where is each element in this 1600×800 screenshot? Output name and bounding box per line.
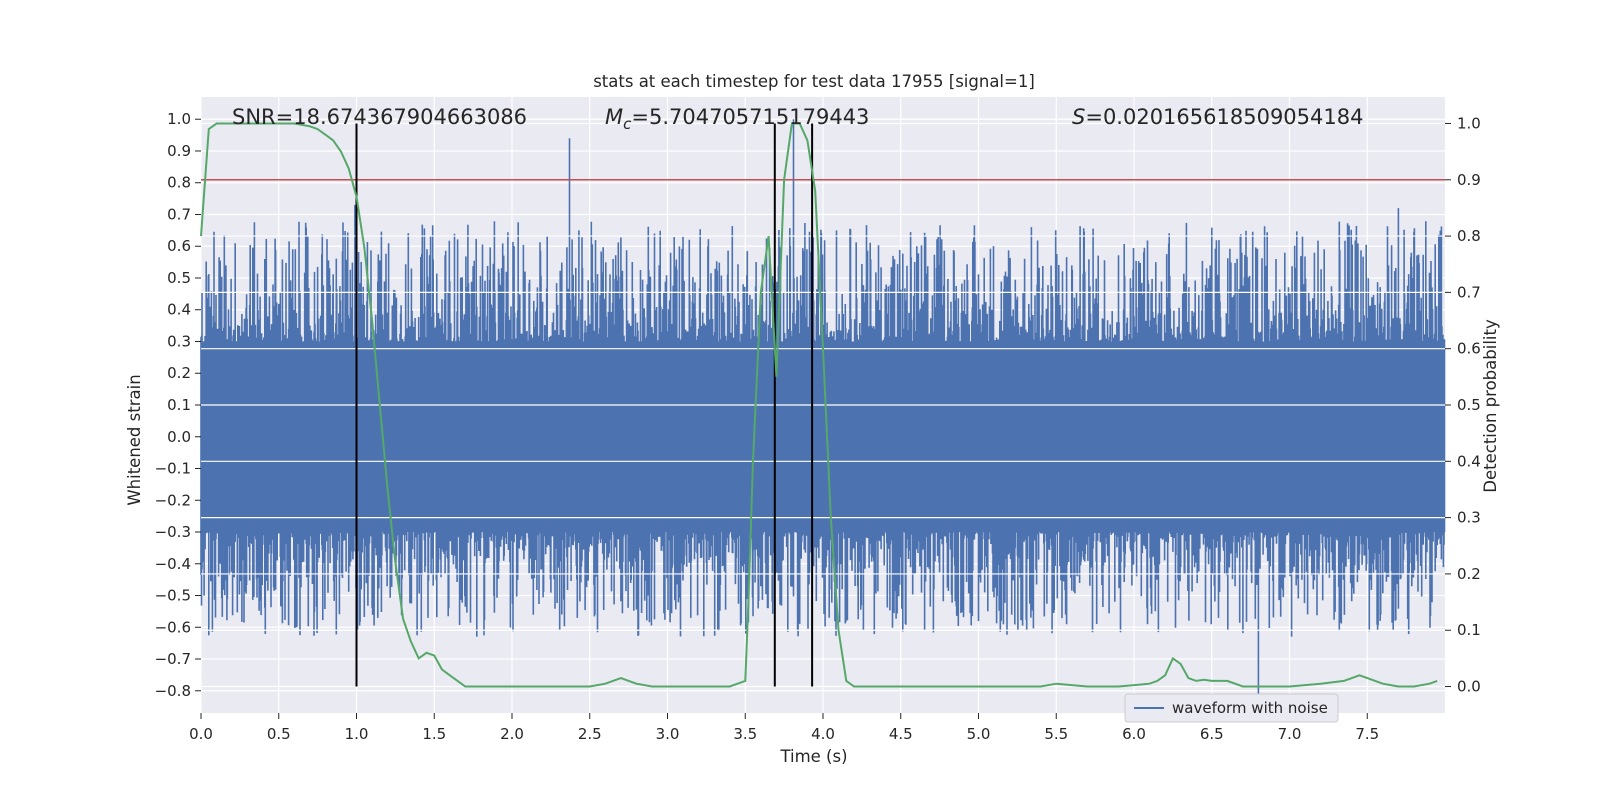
y-left-tick-label: −0.6 bbox=[155, 618, 191, 636]
y-right-tick-label: 0.2 bbox=[1457, 565, 1481, 583]
chirp-mass-annotation: Mc=5.704705715179443 bbox=[605, 105, 869, 133]
y-left-tick-label: 0.3 bbox=[167, 332, 191, 350]
y-left-tick-label: −0.3 bbox=[155, 523, 191, 541]
s-annotation: S=0.020165618509054184 bbox=[1072, 105, 1363, 129]
waveform-noise-band bbox=[201, 351, 1445, 523]
y-left-tick-label: −0.7 bbox=[155, 650, 191, 668]
x-tick-label: 6.5 bbox=[1200, 725, 1224, 743]
x-tick-label: 4.5 bbox=[889, 725, 913, 743]
y-right-tick-label: 0.1 bbox=[1457, 621, 1481, 639]
y-right-tick-label: 0.3 bbox=[1457, 509, 1481, 527]
y-left-tick-label: −0.1 bbox=[155, 460, 191, 478]
y-left-axis-label: Whitened strain bbox=[125, 374, 144, 505]
y-right-tick-label: 0.9 bbox=[1457, 171, 1481, 189]
y-right-tick-label: 0.8 bbox=[1457, 227, 1481, 245]
x-tick-label: 5.5 bbox=[1044, 725, 1068, 743]
y-left-tick-label: 0.4 bbox=[167, 301, 191, 319]
y-right-tick-label: 0.0 bbox=[1457, 678, 1481, 696]
y-left-tick-label: 0.8 bbox=[167, 174, 191, 192]
snr-annotation: SNR=18.674367904663086 bbox=[232, 105, 527, 129]
x-tick-label: 0.5 bbox=[267, 725, 291, 743]
y-left-tick-label: 0.0 bbox=[167, 428, 191, 446]
x-axis-ticks: 0.0 0.5 1.0 1.5 2.0 2.5 3.0 3.5 4.0 4.5 5.0 5.5 6.0 6… bbox=[189, 713, 1379, 743]
y-left-tick-label: −0.8 bbox=[155, 682, 191, 700]
x-tick-label: 1.0 bbox=[345, 725, 369, 743]
y-left-tick-label: −0.4 bbox=[155, 555, 191, 573]
plot-area bbox=[200, 97, 1446, 713]
y-left-tick-label: −0.2 bbox=[155, 491, 191, 509]
x-tick-label: 2.5 bbox=[578, 725, 602, 743]
y-right-axis-label: Detection probability bbox=[1481, 319, 1500, 493]
legend-box bbox=[1124, 693, 1339, 723]
chirp-mass-symbol: M bbox=[605, 105, 623, 129]
x-axis-label: Time (s) bbox=[779, 747, 847, 766]
y-left-tick-label: 1.0 bbox=[167, 110, 191, 128]
y-right-axis-ticks: 1.0 0.9 0.8 0.7 0.6 0.5 0.4 0.3 0.2 0.1 0.0 bbox=[1445, 114, 1481, 696]
chirp-mass-subscript: c bbox=[623, 115, 632, 133]
y-left-tick-label: 0.2 bbox=[167, 364, 191, 382]
x-tick-label: 4.0 bbox=[811, 725, 835, 743]
y-right-tick-label: 0.5 bbox=[1457, 396, 1481, 414]
x-tick-label: 2.0 bbox=[500, 725, 524, 743]
legend: waveform with noise bbox=[1124, 693, 1339, 723]
s-symbol: S bbox=[1072, 105, 1085, 129]
y-right-tick-label: 1.0 bbox=[1457, 114, 1481, 132]
x-tick-label: 1.5 bbox=[422, 725, 446, 743]
s-value: =0.020165618509054184 bbox=[1085, 105, 1363, 129]
y-left-tick-label: 0.5 bbox=[167, 269, 191, 287]
chart-title: stats at each timestep for test data 179… bbox=[593, 72, 1035, 91]
x-tick-label: 6.0 bbox=[1122, 725, 1146, 743]
y-left-tick-label: 0.1 bbox=[167, 396, 191, 414]
x-tick-label: 7.0 bbox=[1278, 725, 1302, 743]
y-left-tick-label: 0.6 bbox=[167, 237, 191, 255]
legend-label-waveform: waveform with noise bbox=[1172, 699, 1328, 717]
x-tick-label: 0.0 bbox=[189, 725, 213, 743]
x-tick-label: 3.0 bbox=[656, 725, 680, 743]
y-right-tick-label: 0.6 bbox=[1457, 340, 1481, 358]
x-tick-label: 3.5 bbox=[733, 725, 757, 743]
y-left-tick-label: 0.9 bbox=[167, 142, 191, 160]
series-detection-probability bbox=[200, 122, 1438, 688]
chirp-mass-value: =5.704705715179443 bbox=[631, 105, 869, 129]
y-left-axis-ticks: 1.0 0.9 0.8 0.7 0.6 0.5 0.4 0.3 0.2 0.1 0.0 −0.1 −0.… bbox=[155, 110, 201, 700]
y-right-tick-label: 0.7 bbox=[1457, 283, 1481, 301]
y-right-tick-label: 0.4 bbox=[1457, 452, 1481, 470]
x-tick-label: 7.5 bbox=[1355, 725, 1379, 743]
x-tick-label: 5.0 bbox=[967, 725, 991, 743]
y-left-tick-label: −0.5 bbox=[155, 587, 191, 605]
y-left-tick-label: 0.7 bbox=[167, 205, 191, 223]
